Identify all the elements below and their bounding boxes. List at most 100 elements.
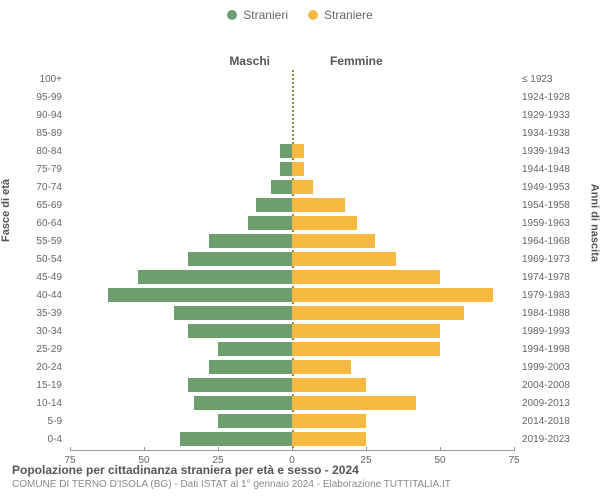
chart-rows: 100+≤ 1923 95-99 1924-1928 90-94 1929-1933 85… <box>0 70 600 448</box>
bars-area <box>70 250 514 268</box>
age-label: 85-89 <box>20 128 62 139</box>
bar-female <box>292 234 375 248</box>
chart-row: 5-9 2014-2018 <box>0 412 600 430</box>
bar-male <box>218 342 292 356</box>
year-label: 1969-1973 <box>522 254 580 265</box>
column-header-male: Maschi <box>229 54 270 68</box>
chart-row: 80-84 1939-1943 <box>0 142 600 160</box>
bars-area <box>70 340 514 358</box>
chart-legend: Stranieri Straniere <box>0 0 600 26</box>
age-label: 55-59 <box>20 236 62 247</box>
bar-female <box>292 216 357 230</box>
bars-area <box>70 268 514 286</box>
bars-area <box>70 394 514 412</box>
bar-male <box>188 378 292 392</box>
chart-footer: Popolazione per cittadinanza straniera p… <box>12 463 588 490</box>
bars-area <box>70 322 514 340</box>
age-label: 40-44 <box>20 290 62 301</box>
bar-female <box>292 180 313 194</box>
bars-area <box>70 358 514 376</box>
chart-row: 25-291994-1998 <box>0 340 600 358</box>
age-label: 15-19 <box>20 380 62 391</box>
bars-area <box>70 232 514 250</box>
bar-male <box>218 414 292 428</box>
year-label: 1939-1943 <box>522 146 580 157</box>
chart-row: 60-64 1959-1963 <box>0 214 600 232</box>
age-label: 50-54 <box>20 254 62 265</box>
bars-area <box>70 214 514 232</box>
chart-row: 35-39 1984-1988 <box>0 304 600 322</box>
chart-row: 15-192004-2008 <box>0 376 600 394</box>
chart-row: 75-791944-1948 <box>0 160 600 178</box>
bar-male <box>174 306 292 320</box>
bar-female <box>292 396 416 410</box>
chart-row: 65-691954-1958 <box>0 196 600 214</box>
chart-row: 10-142009-2013 <box>0 394 600 412</box>
bar-male <box>209 234 292 248</box>
age-label: 0-4 <box>20 434 62 445</box>
x-tick-mark <box>70 447 71 451</box>
bar-male <box>138 270 292 284</box>
year-label: 2009-2013 <box>522 398 580 409</box>
chart-row: 0-4 2019-2023 <box>0 430 600 448</box>
bar-female <box>292 306 464 320</box>
legend-swatch-male <box>227 10 237 20</box>
chart-row: 90-94 1929-1933 <box>0 106 600 124</box>
age-label: 35-39 <box>20 308 62 319</box>
year-label: 1934-1938 <box>522 128 580 139</box>
year-label: 1924-1928 <box>522 92 580 103</box>
year-label: 1959-1963 <box>522 218 580 229</box>
age-label: 95-99 <box>20 92 62 103</box>
bar-female <box>292 252 396 266</box>
year-label: 1994-1998 <box>522 344 580 355</box>
year-label: 1984-1988 <box>522 308 580 319</box>
bar-female <box>292 342 440 356</box>
bar-female <box>292 288 493 302</box>
year-label: 2019-2023 <box>522 434 580 445</box>
bar-male <box>108 288 292 302</box>
bars-area <box>70 106 514 124</box>
year-label: 1974-1978 <box>522 272 580 283</box>
chart-row: 70-741949-1953 <box>0 178 600 196</box>
column-header-female: Femmine <box>330 54 383 68</box>
x-tick-mark <box>218 447 219 451</box>
legend-item-male: Stranieri <box>227 8 288 22</box>
bar-female <box>292 144 304 158</box>
year-label: 2014-2018 <box>522 416 580 427</box>
legend-label-male: Stranieri <box>243 8 288 22</box>
year-label: 1954-1958 <box>522 200 580 211</box>
age-label: 5-9 <box>20 416 62 427</box>
legend-item-female: Straniere <box>308 8 373 22</box>
bars-area <box>70 160 514 178</box>
bar-male <box>256 198 292 212</box>
chart-row: 100+≤ 1923 <box>0 70 600 88</box>
x-tick-mark <box>440 447 441 451</box>
bars-area <box>70 70 514 88</box>
bar-male <box>280 162 292 176</box>
age-label: 30-34 <box>20 326 62 337</box>
x-tick-mark <box>144 447 145 451</box>
year-label: 1949-1953 <box>522 182 580 193</box>
age-label: 45-49 <box>20 272 62 283</box>
bar-male <box>209 360 292 374</box>
year-label: 1929-1933 <box>522 110 580 121</box>
age-label: 80-84 <box>20 146 62 157</box>
bars-area <box>70 286 514 304</box>
age-label: 90-94 <box>20 110 62 121</box>
bar-male <box>180 432 292 446</box>
bar-female <box>292 270 440 284</box>
bars-area <box>70 376 514 394</box>
chart-title: Popolazione per cittadinanza straniera p… <box>12 463 588 477</box>
chart-row: 95-99 1924-1928 <box>0 88 600 106</box>
year-label: 1944-1948 <box>522 164 580 175</box>
bars-area <box>70 412 514 430</box>
bars-area <box>70 124 514 142</box>
bar-female <box>292 198 345 212</box>
bars-area <box>70 142 514 160</box>
bar-male <box>194 396 292 410</box>
x-tick-mark <box>292 447 293 451</box>
chart-row: 45-49 1974-1978 <box>0 268 600 286</box>
chart-row: 30-341989-1993 <box>0 322 600 340</box>
legend-swatch-female <box>308 10 318 20</box>
age-label: 60-64 <box>20 218 62 229</box>
